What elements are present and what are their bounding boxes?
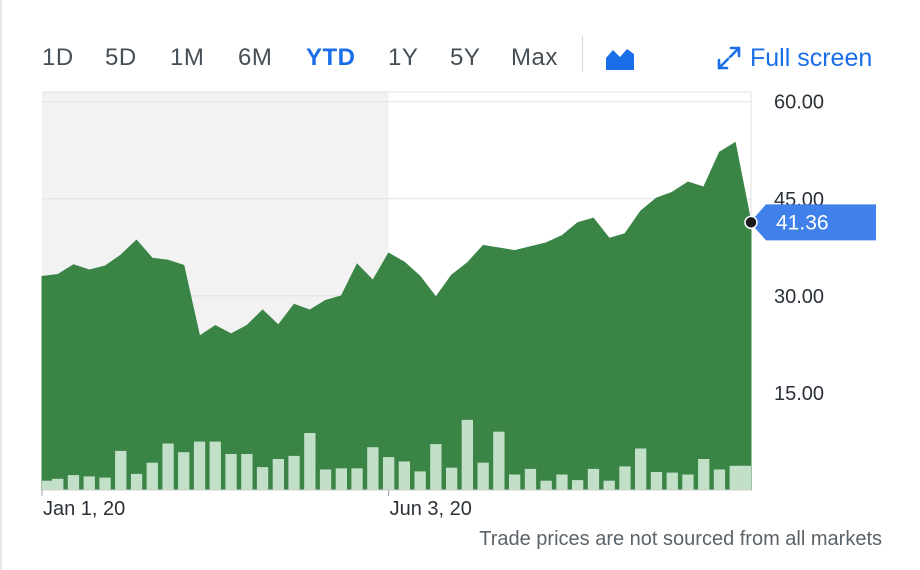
volume-bar: [83, 476, 95, 490]
volume-bar: [698, 459, 710, 490]
volume-bar: [650, 472, 663, 490]
volume-bar: [256, 467, 269, 490]
y-tick-label: 15.00: [774, 383, 824, 405]
volume-bar: [461, 419, 473, 490]
range-selector: 1D 5D 1M 6M YTD 1Y 5Y Max: [0, 36, 920, 80]
current-price-label: 41.36: [776, 211, 829, 234]
volume-bar: [319, 469, 332, 490]
fullscreen-label: Full screen: [750, 43, 873, 72]
volume-bar: [430, 444, 442, 490]
footnote: Trade prices are not sourced from all ma…: [479, 528, 882, 550]
volume-bar: [225, 454, 237, 490]
left-border: [0, 0, 2, 570]
volume-bar: [493, 431, 505, 490]
volume-bar: [713, 469, 726, 490]
range-1m-button[interactable]: 1M: [170, 44, 205, 71]
price-area-series: [41, 141, 752, 491]
volume-bar: [304, 433, 316, 490]
volume-bar: [619, 466, 631, 490]
volume-bar: [414, 471, 426, 490]
volume-bar: [446, 467, 458, 490]
range-5y-button[interactable]: 5Y: [450, 44, 481, 71]
volume-bar: [572, 480, 584, 490]
volume-bar: [367, 447, 379, 490]
volume-bar: [729, 465, 741, 490]
range-max-button[interactable]: Max: [511, 44, 558, 71]
range-1y-button[interactable]: 1Y: [388, 44, 419, 71]
volume-bar: [272, 459, 284, 490]
volume-bar: [398, 461, 410, 490]
range-6m-button[interactable]: 6M: [238, 44, 273, 71]
volume-bar: [99, 477, 111, 490]
volume-bar: [146, 462, 158, 490]
volume-bar: [666, 472, 678, 490]
toolbar-divider: [582, 36, 583, 72]
volume-bar: [288, 455, 300, 490]
area-chart-icon[interactable]: [604, 44, 636, 72]
volume-bar: [351, 468, 363, 490]
volume-bar: [130, 473, 143, 490]
volume-bar: [178, 452, 190, 490]
volume-bar: [115, 450, 127, 490]
fullscreen-button[interactable]: Full screen: [716, 38, 872, 78]
y-tick-label: 30.00: [774, 286, 824, 308]
volume-bar: [241, 454, 253, 490]
volume-bar: [52, 478, 64, 490]
volume-bar: [193, 441, 206, 490]
volume-bar: [635, 448, 647, 490]
x-tick-label: Jun 3, 20: [390, 498, 472, 520]
volume-bar: [67, 475, 80, 490]
volume-bar: [587, 468, 600, 490]
y-tick-label: 60.00: [774, 92, 824, 114]
current-price-dot: [744, 215, 758, 230]
volume-bar: [509, 474, 521, 490]
volume-bar: [209, 441, 221, 490]
range-ytd-button[interactable]: YTD: [306, 44, 356, 71]
volume-bar: [739, 465, 751, 490]
volume-bar: [603, 480, 615, 490]
range-5d-button[interactable]: 5D: [105, 44, 137, 71]
volume-bar: [682, 474, 694, 490]
volume-bar: [556, 474, 568, 490]
volume-bar: [477, 462, 489, 490]
expand-arrows-icon: [716, 45, 742, 71]
volume-bar: [42, 480, 54, 490]
volume-bar: [162, 443, 174, 490]
volume-bar: [383, 457, 395, 490]
range-1d-button[interactable]: 1D: [42, 44, 74, 71]
x-tick-label: Jan 1, 20: [43, 498, 125, 520]
volume-bar: [540, 480, 552, 490]
current-price-tag: [750, 204, 876, 241]
volume-bar: [524, 468, 537, 490]
volume-bar: [335, 468, 347, 490]
